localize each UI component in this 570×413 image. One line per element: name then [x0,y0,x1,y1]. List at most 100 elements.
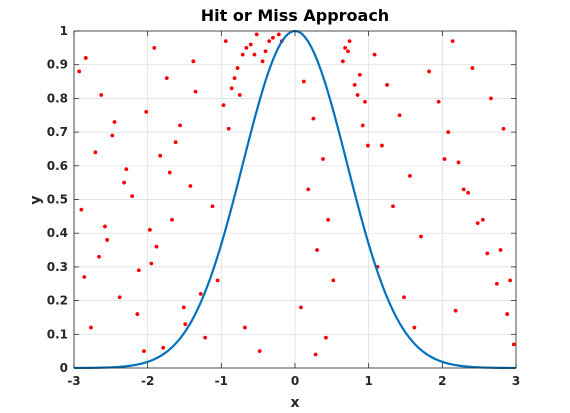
sample-point [346,49,350,54]
sample-point [237,93,242,97]
y-tick-label: 0.1 [47,327,68,341]
sample-point [99,93,104,97]
sample-point [343,45,347,50]
sample-point [501,126,506,131]
sample-point [498,248,503,252]
sample-point [306,187,311,192]
sample-point [271,35,275,40]
sample-point [298,305,303,310]
sample-point [82,275,87,279]
sample-point [164,76,169,81]
y-tick-label: 0.4 [47,226,68,240]
y-tick-label: 0.8 [47,91,68,105]
x-tick-label: -2 [141,374,154,388]
sample-point [97,254,101,259]
sample-point [193,89,198,94]
sample-point [77,69,82,74]
sample-point [226,126,231,131]
sample-point [276,32,281,37]
sample-point [508,278,513,283]
sample-point [419,234,423,239]
x-tick-label: 1 [364,374,372,388]
sample-point [340,59,345,64]
sample-point [103,224,107,229]
x-tick-label: -1 [215,374,228,388]
sample-point [466,190,471,195]
sample-point [122,180,126,185]
sample-point [229,86,234,91]
sample-point [93,150,98,155]
sample-point [170,217,174,222]
sample-point [436,99,441,104]
y-tick-labels: 0 0.1 0.2 0.3 0.4 0.5 0.6 0.7 0.8 0.9 1 [47,24,68,375]
sample-point [372,52,377,57]
sample-point [244,45,249,50]
sample-point [505,312,510,316]
sample-point [221,103,226,108]
sample-point [178,123,182,128]
sample-point [315,248,319,252]
sample-point [136,268,141,273]
y-tick-label: 0 [60,361,68,375]
sample-points [77,32,516,357]
sample-point [203,335,208,340]
sample-point [243,325,247,330]
sample-point [385,83,389,87]
y-tick-label: 0.2 [47,294,68,308]
sample-point [331,278,336,283]
y-tick-label: 0.5 [47,193,68,207]
sample-point [355,93,360,97]
sample-point [105,238,110,242]
sample-point [402,295,406,300]
sample-point [124,167,129,172]
sample-point [144,109,149,114]
sample-point [324,335,328,340]
sample-point [427,69,431,74]
sample-point [252,52,257,57]
sample-point [188,184,193,188]
y-axis-label: y [28,195,44,204]
sample-point [480,217,485,222]
x-tick-label: 0 [291,374,299,388]
sample-point [352,83,357,87]
sample-point [485,251,490,256]
x-tick-label: 2 [438,374,446,388]
x-tick-label: 3 [512,374,520,388]
y-tick-label: 1 [60,24,68,38]
sample-point [147,227,152,232]
sample-point [363,99,367,104]
sample-point [254,32,259,37]
sample-point [167,170,172,175]
sample-point [489,96,493,101]
sample-point [135,312,140,316]
sample-point [89,325,93,330]
sample-point [79,207,84,212]
x-tick-labels: -3 -2 -1 0 1 2 3 [67,374,520,388]
sample-point [154,244,159,249]
sample-point [215,278,220,283]
x-tick-label: -3 [67,374,80,388]
y-tick-label: 0.7 [47,125,68,139]
sample-point [475,221,480,225]
sample-point [158,153,163,158]
sample-point [397,113,402,118]
sample-point [235,66,240,70]
y-tick-label: 0.6 [47,159,68,173]
sample-point [494,281,499,286]
sample-point [461,187,466,192]
axes-box [73,30,517,369]
sample-point [149,261,154,266]
chart-title: Hit or Miss Approach [201,6,389,25]
y-tick-label: 0.3 [47,260,68,274]
sample-point [232,76,237,81]
sample-point [321,157,325,161]
sample-point [257,349,262,354]
sample-point [453,308,458,313]
sample-point [511,342,516,347]
sample-point [240,52,245,57]
sample-point [311,116,316,121]
sample-point [191,59,196,64]
sample-point [301,79,306,84]
sample-point [130,194,135,199]
